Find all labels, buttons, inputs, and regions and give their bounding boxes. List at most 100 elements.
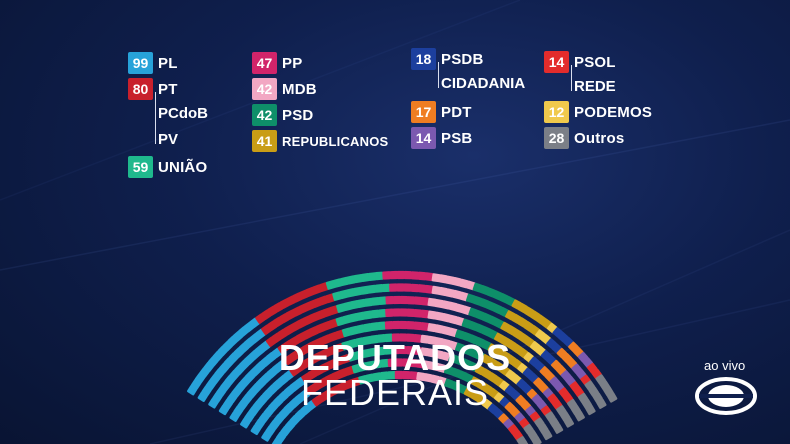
legend-item-psd: 42 PSD xyxy=(252,104,313,126)
seat-uniao xyxy=(342,314,352,325)
legend-seat-count: 14 xyxy=(411,127,436,149)
seat-pp xyxy=(392,320,401,330)
seat-pp xyxy=(392,308,401,317)
seat-uniao xyxy=(325,280,336,290)
seat-uniao xyxy=(387,370,396,380)
seat-uniao xyxy=(364,297,374,307)
seat-uniao xyxy=(353,274,363,284)
legend-seat-count: 99 xyxy=(128,52,153,74)
seat-uniao xyxy=(348,338,358,349)
seat-pp xyxy=(417,271,427,281)
seat-uniao xyxy=(358,362,369,372)
seat-uniao xyxy=(370,322,380,332)
seat-pp xyxy=(394,358,404,367)
seat-pp xyxy=(403,270,412,280)
seat-pp xyxy=(413,308,423,318)
seat-outros xyxy=(596,398,607,409)
seat-mdb xyxy=(434,311,444,321)
seat-mdb xyxy=(437,376,447,387)
seat-uniao xyxy=(380,358,390,368)
seat-uniao xyxy=(380,371,389,381)
seat-psd xyxy=(448,353,458,364)
seat-uniao xyxy=(355,324,366,334)
seat-mdb xyxy=(434,324,444,334)
legend-party-label: PSOL xyxy=(574,53,616,71)
legend-coalition-bracket xyxy=(155,92,156,144)
seat-pp xyxy=(399,308,408,317)
seat-pp xyxy=(394,370,404,380)
seat-pp xyxy=(410,271,420,280)
seat-pp xyxy=(413,334,422,343)
seat-mdb xyxy=(441,338,451,349)
seat-uniao xyxy=(335,316,346,327)
seat-uniao xyxy=(332,278,343,288)
seat-mdb xyxy=(423,373,433,383)
seat-pp xyxy=(382,271,391,280)
seat-mdb xyxy=(430,361,440,372)
band-eye-logo xyxy=(695,377,757,415)
seat-mdb xyxy=(445,288,455,298)
seat-mdb xyxy=(448,301,458,312)
seat-pp xyxy=(399,320,408,330)
legend-item-outros: 28 Outros xyxy=(544,127,624,149)
legend-item-pp: 47 PP xyxy=(252,52,302,74)
seat-outros xyxy=(542,429,553,441)
legend-item-mdb: 42 MDB xyxy=(252,78,317,100)
seat-pt xyxy=(335,329,345,340)
seat-mdb xyxy=(434,337,444,347)
legend-seat-count: 18 xyxy=(411,48,436,70)
seat-uniao xyxy=(332,291,342,301)
seat-pp xyxy=(416,359,426,369)
seat-psd xyxy=(455,355,465,366)
legend-party-label: PSB xyxy=(441,129,473,147)
legend-seat-count: 41 xyxy=(252,130,277,152)
seat-uniao xyxy=(378,296,387,306)
seat-pp xyxy=(409,371,418,380)
legend-coalition-bracket xyxy=(571,65,572,91)
seat-pp xyxy=(387,358,397,367)
seat-mdb xyxy=(431,273,441,283)
legend-party-label: PODEMOS xyxy=(574,103,653,121)
seat-uniao xyxy=(372,372,382,382)
seat-uniao xyxy=(360,285,370,295)
seat-pp xyxy=(389,283,398,292)
legend-coalition-member-rede: REDE xyxy=(574,78,616,95)
seat-mdb xyxy=(448,327,458,338)
seat-mdb xyxy=(441,325,451,336)
seat-uniao xyxy=(348,325,359,336)
seat-mdb xyxy=(430,374,440,385)
chart-title-line1: DEPUTADOS xyxy=(278,337,512,378)
legend-seat-count: 28 xyxy=(544,127,569,149)
seat-mdb xyxy=(427,348,437,358)
seat-uniao xyxy=(351,363,362,374)
legend-coalition-member-pv: PV xyxy=(158,131,179,148)
seat-uniao xyxy=(346,288,356,298)
seat-mdb xyxy=(420,334,430,344)
seat-outros xyxy=(563,417,575,428)
seat-pp xyxy=(399,295,408,305)
seat-uniao xyxy=(349,312,359,323)
seat-mdb xyxy=(452,277,462,287)
seat-pp xyxy=(396,270,405,280)
seat-mdb xyxy=(459,278,469,289)
seat-pp xyxy=(420,322,430,332)
seat-mdb xyxy=(416,372,426,381)
legend-party-label: PP xyxy=(282,54,303,72)
seat-uniao xyxy=(375,271,384,281)
seat-pt xyxy=(329,305,339,315)
chart-title-line2: FEDERAIS xyxy=(300,372,490,413)
seat-outros xyxy=(574,411,585,422)
seat-pt xyxy=(351,377,361,387)
seat-uniao xyxy=(354,350,365,360)
seat-pt xyxy=(334,343,345,353)
legend-seat-count: 42 xyxy=(252,104,277,126)
seat-uniao xyxy=(360,273,370,282)
seat-pp xyxy=(396,283,405,292)
seat-uniao xyxy=(384,333,393,343)
seat-uniao xyxy=(336,303,346,313)
legend-item-pdt: 17 PDT xyxy=(411,101,472,123)
legend-seat-count: 59 xyxy=(128,156,153,178)
seat-uniao xyxy=(362,335,372,346)
seat-pp xyxy=(406,296,416,305)
seat-mdb xyxy=(423,360,433,370)
